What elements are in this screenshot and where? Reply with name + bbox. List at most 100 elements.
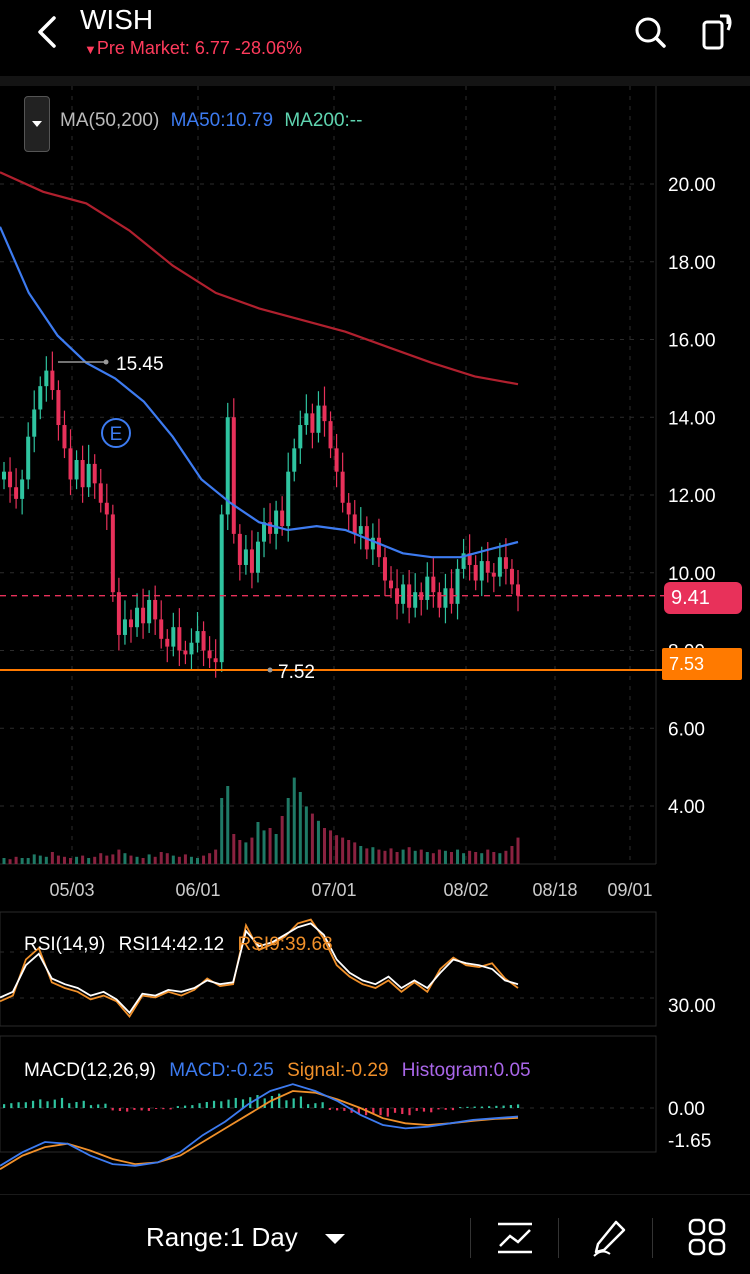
candle-body	[8, 471, 13, 488]
macd-histogram-bar	[459, 1107, 462, 1109]
macd-histogram-bar	[336, 1108, 339, 1111]
macd-histogram-bar	[386, 1108, 389, 1117]
candle-body	[292, 448, 297, 472]
volume-bar	[383, 850, 387, 864]
macd-histogram-bar	[133, 1108, 136, 1110]
macd-histogram-bar	[82, 1100, 85, 1108]
volume-bar	[202, 855, 206, 864]
volume-bar	[468, 850, 472, 864]
rotate-screen-button[interactable]	[698, 12, 738, 52]
volume-bar	[365, 848, 369, 864]
ma50-line	[0, 226, 519, 559]
candle-body	[322, 405, 327, 422]
volume-bar	[214, 849, 218, 864]
macd-value: MACD:-0.25	[169, 1060, 274, 1081]
macd-histogram-bar	[3, 1104, 6, 1108]
volume-bar	[304, 806, 308, 864]
range-label: Range:1 Day	[146, 1222, 298, 1252]
y-tick-label: 16.00	[668, 331, 716, 352]
volume-bar	[20, 858, 24, 864]
macd-histogram-bar	[379, 1108, 382, 1116]
volume-bar	[177, 856, 181, 864]
candle-body	[219, 514, 224, 663]
candle-body	[147, 599, 152, 624]
macd-histogram-bar	[220, 1101, 223, 1108]
toolbar-divider	[558, 1218, 559, 1258]
candle-body	[207, 650, 212, 659]
macd-histogram-bar	[31, 1100, 35, 1108]
candle-body	[516, 584, 520, 596]
macd-histogram-bar	[408, 1108, 411, 1116]
volume-bar	[87, 858, 91, 864]
macd-histogram-bar	[60, 1097, 64, 1108]
candle-body	[304, 413, 309, 426]
range-selector[interactable]: Range:1 Day	[146, 1222, 347, 1253]
macd-histogram-bar	[46, 1101, 49, 1108]
macd-histogram-bar	[212, 1100, 216, 1108]
volume-bar	[431, 853, 435, 864]
macd-histogram-bar	[502, 1105, 505, 1108]
macd-histogram-bar	[89, 1105, 93, 1108]
indicators-button[interactable]	[494, 1216, 538, 1260]
macd-histogram-bar	[118, 1108, 122, 1111]
indicator-dropdown[interactable]	[24, 96, 50, 152]
volume-bar	[353, 842, 357, 864]
signal-value: Signal:-0.29	[287, 1060, 388, 1081]
candle-body	[62, 425, 67, 449]
ma200-value: MA200:--	[284, 110, 363, 131]
volume-bar	[171, 855, 175, 864]
volume-bar	[183, 854, 187, 864]
candle-body	[56, 390, 61, 426]
macd-histogram-bar	[357, 1108, 360, 1114]
candle-body	[26, 436, 31, 480]
search-icon	[635, 17, 666, 48]
candle-body	[334, 448, 339, 472]
search-button[interactable]	[630, 12, 670, 52]
volume-bar	[286, 798, 290, 864]
back-button[interactable]	[28, 10, 68, 54]
candle-body	[431, 576, 436, 593]
rotate-screen-icon	[702, 14, 732, 50]
macd-histogram-bar	[111, 1108, 114, 1111]
candle-body	[116, 592, 121, 635]
toolbar-divider	[652, 1218, 653, 1258]
volume-bar	[510, 846, 514, 864]
macd-histogram-bar	[53, 1099, 56, 1108]
macd-histogram-bar	[401, 1108, 404, 1114]
volume-bar	[32, 854, 36, 864]
volume-bar	[274, 834, 278, 864]
volume-bar	[425, 852, 429, 864]
support-line-badge[interactable]: 7.53	[662, 648, 742, 680]
volume-bar	[359, 846, 363, 864]
macd-histogram-bar	[198, 1103, 201, 1108]
macd-legend: MACD(12,26,9) MACD:-0.25 Signal:-0.29 Hi…	[24, 1060, 531, 1081]
earnings-marker[interactable]: E	[101, 418, 131, 448]
ma200-line	[0, 171, 519, 386]
macd-histogram-bar	[372, 1108, 375, 1114]
volume-bar	[69, 858, 73, 864]
price-chart[interactable]: 20.0018.0016.0014.0012.0010.008.006.004.…	[0, 86, 750, 1194]
volume-bar	[147, 854, 151, 864]
drawing-tools-button[interactable]	[588, 1216, 632, 1260]
candle-body	[503, 557, 508, 569]
volume-bar	[280, 816, 284, 864]
volume-bar	[165, 853, 169, 864]
volume-bar	[26, 858, 30, 864]
candle-body	[346, 502, 351, 515]
chevron-left-icon	[38, 16, 56, 48]
bottom-toolbar	[0, 1194, 750, 1274]
macd-histogram-bar	[321, 1102, 324, 1108]
volume-bar	[389, 848, 393, 864]
volume-bar	[159, 852, 163, 864]
macd-histogram-bar	[292, 1098, 295, 1108]
macd-histogram-bar	[285, 1100, 288, 1108]
candle-body	[491, 572, 496, 577]
more-menu-button[interactable]	[686, 1216, 730, 1260]
volume-bar	[341, 837, 345, 864]
candle-body	[443, 588, 448, 608]
candle-body	[509, 568, 514, 585]
macd-histogram-bar	[473, 1106, 476, 1108]
macd-histogram-bar	[97, 1104, 100, 1108]
macd-histogram-bar	[328, 1108, 331, 1110]
macd-histogram-bar	[17, 1102, 20, 1108]
